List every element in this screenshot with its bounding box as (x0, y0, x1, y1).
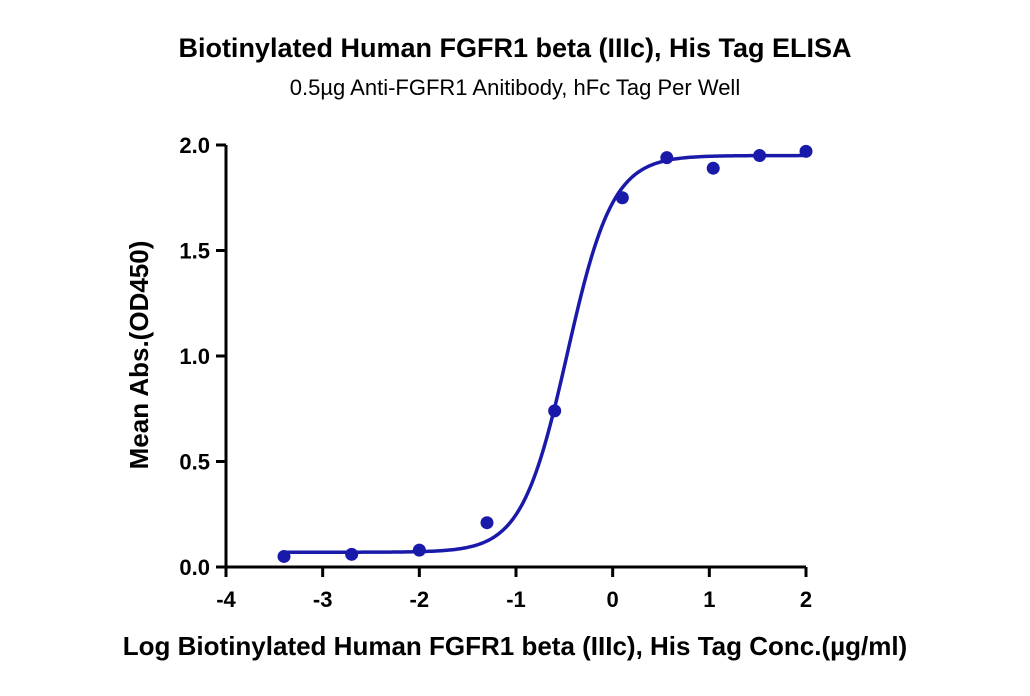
axes: 0.0 0.5 1.0 1.5 2.0 -4 -3 -2 -1 0 1 2 (179, 133, 812, 612)
data-point (277, 549, 291, 563)
x-tick-label: -3 (313, 587, 333, 612)
fit-curve (284, 153, 806, 554)
x-tick-label: 2 (800, 587, 812, 612)
x-tick-label: -1 (506, 587, 526, 612)
x-axis-title: Log Biotinylated Human FGFR1 beta (IIIc)… (123, 631, 907, 661)
x-tick-label: 1 (703, 587, 715, 612)
data-point (345, 547, 359, 561)
y-tick-label: 1.5 (179, 239, 210, 264)
y-tick-label: 0.5 (179, 450, 210, 475)
y-axis-title: Mean Abs.(OD450) (124, 241, 154, 470)
data-point (660, 151, 674, 165)
data-point (412, 543, 426, 557)
data-point (548, 404, 562, 418)
data-point (799, 144, 813, 158)
y-tick-label: 0.0 (179, 555, 210, 580)
chart-title: Biotinylated Human FGFR1 beta (IIIc), Hi… (178, 33, 851, 63)
y-tick-label: 2.0 (179, 133, 210, 158)
data-point (706, 161, 720, 175)
y-tick-label: 1.0 (179, 344, 210, 369)
x-tick-label: -2 (410, 587, 430, 612)
data-point (753, 149, 767, 163)
fit-curve-layer (284, 153, 806, 554)
data-point (615, 191, 629, 205)
data-point (480, 516, 494, 530)
x-tick-label: 0 (607, 587, 619, 612)
data-points-layer (277, 144, 813, 563)
x-tick-label: -4 (216, 587, 236, 612)
chart-subtitle: 0.5µg Anti-FGFR1 Anitibody, hFc Tag Per … (290, 75, 740, 100)
